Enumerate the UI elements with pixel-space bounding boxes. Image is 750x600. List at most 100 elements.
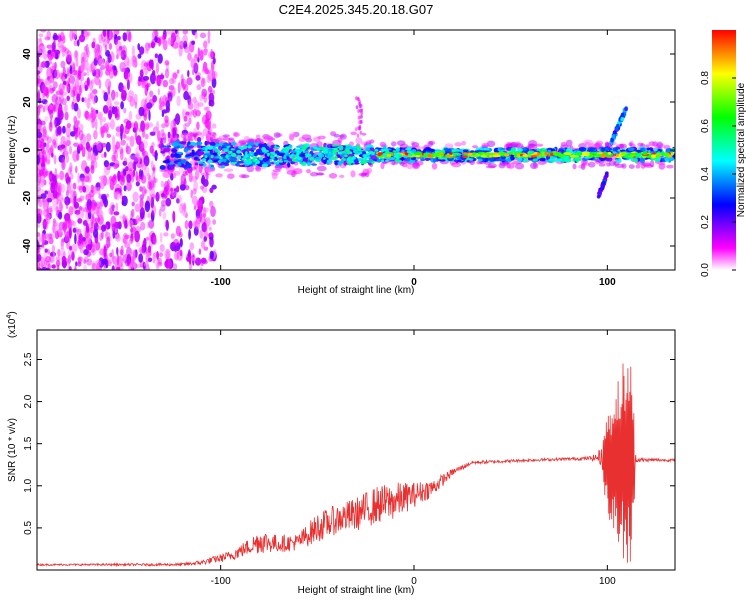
noise-blob [209,226,212,231]
band-highlight-blob [299,161,303,165]
band-blob [555,158,563,162]
noise-blob [41,99,48,105]
noise-blob [188,117,192,125]
noise-blob [152,164,156,174]
noise-blob [159,244,165,252]
noise-blob [42,209,50,217]
noise-blob [187,102,194,110]
noise-blob [161,34,167,41]
noise-blob [37,49,42,55]
noise-blob [50,183,56,194]
strong-line-blob [415,151,423,156]
noise-blob [37,105,41,117]
noise-blob [90,79,96,84]
noise-blob [185,122,190,128]
noise-blob [37,38,42,43]
band-halo-blob [339,134,345,138]
band-halo-blob [391,141,397,147]
noise-blob [79,123,84,133]
band-halo-blob [182,170,188,177]
noise-blob [110,215,117,228]
noise-blob [44,116,49,122]
noise-blob [61,52,65,57]
noise-blob [128,110,133,121]
band-highlight-blob [398,159,401,163]
noise-blob [57,42,64,48]
band-halo-blob [628,164,635,169]
noise-blob [71,69,78,76]
snr-series-line [36,363,676,568]
band-halo-blob [330,131,337,137]
noise-blob [144,124,149,130]
band-halo-blob [162,171,171,179]
noise-blob [132,153,140,162]
band-blob [161,145,167,148]
noise-blob [83,50,89,63]
colorbar-ticks: 0.0 0.2 0.4 0.6 0.8 [700,71,736,277]
noise-blob [64,103,68,113]
band-highlight-blob [323,157,326,160]
noise-blob [60,197,66,203]
band-blob [333,160,340,163]
noise-blob [47,264,53,269]
noise-blob [111,223,116,232]
noise-blob [179,202,184,208]
noise-blob [184,220,189,230]
noise-blob [199,210,203,223]
noise-blob [52,251,56,264]
noise-blob [72,90,76,100]
noise-blob [86,133,92,142]
noise-blob [179,184,186,191]
noise-blob [83,264,87,270]
band-highlight-blob [368,152,372,155]
noise-blob [144,67,148,76]
noise-blob [41,162,46,171]
band-highlight-blob [325,150,328,154]
noise-blob [41,234,46,244]
band-blob [510,155,515,161]
noise-blob [188,98,194,104]
band-highlight-blob [209,145,214,150]
band-blob [211,153,219,156]
noise-blob [52,139,56,146]
noise-blob [136,175,141,183]
noise-blob [205,106,211,111]
noise-blob [42,170,48,178]
noise-blob [53,104,56,112]
noise-blob [64,73,68,79]
noise-blob [131,249,136,260]
strong-line-blob [581,151,586,156]
noise-blob [105,163,111,171]
noise-blob [105,141,111,152]
noise-blob [95,259,101,267]
spectrogram-xlabel: Height of straight line (km) [298,285,415,296]
noise-blob [163,181,170,192]
strong-line-blob [427,154,432,158]
noise-blob [111,204,115,212]
noise-blob [207,51,214,59]
noise-blob [52,81,58,89]
noise-blob [90,165,95,174]
noise-blob [37,232,41,237]
noise-blob [201,91,206,100]
noise-blob [161,100,166,108]
noise-blob [87,192,92,202]
noise-blob [74,125,81,138]
noise-blob [104,44,108,53]
noise-blob [69,75,76,84]
noise-blob [58,211,63,220]
noise-blob [78,34,86,43]
strong-line-blob [630,154,636,157]
noise-blob [207,69,214,82]
noise-blob [119,147,124,155]
band-halo-blob [207,168,214,172]
noise-blob [89,80,93,92]
noise-blob [54,61,57,70]
band-blob [608,148,613,151]
band-halo-blob [180,132,186,139]
band-highlight-blob [291,158,297,162]
noise-blob [86,97,91,110]
noise-blob [69,162,73,173]
noise-blob [189,57,195,63]
band-highlight-blob [326,159,333,164]
